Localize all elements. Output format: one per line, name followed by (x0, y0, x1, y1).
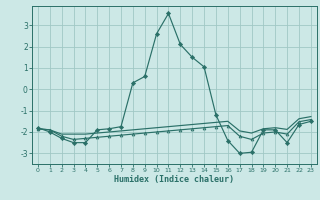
X-axis label: Humidex (Indice chaleur): Humidex (Indice chaleur) (115, 175, 234, 184)
